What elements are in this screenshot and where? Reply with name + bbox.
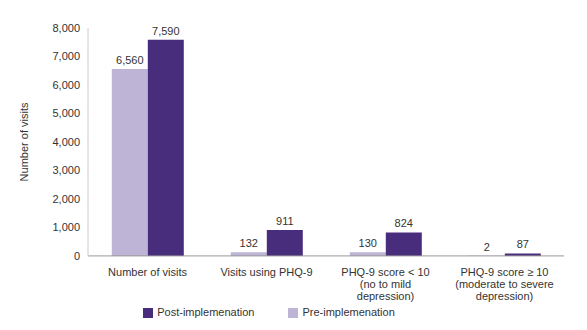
svg-text:824: 824 (395, 217, 413, 229)
svg-text:7,590: 7,590 (152, 25, 180, 37)
svg-text:1,000: 1,000 (52, 221, 80, 233)
svg-text:132: 132 (240, 237, 258, 249)
html-text:Post-implemenation: Post-implemenation (157, 305, 255, 318)
svg-text:87: 87 (517, 238, 529, 250)
svg-text:2: 2 (484, 241, 490, 253)
svg-text:3,000: 3,000 (52, 164, 80, 176)
svg-text:130: 130 (359, 237, 377, 249)
svg-text:6,000: 6,000 (52, 79, 80, 91)
svg-text:2,000: 2,000 (52, 193, 80, 205)
html-text:Pre-implemenation: Pre-implemenation (302, 305, 395, 318)
svg-text:PHQ-9 score ≥ 10(moderate to s: PHQ-9 score ≥ 10(moderate to severedepre… (455, 266, 553, 302)
svg-text:PHQ-9 score < 10(no to milddep: PHQ-9 score < 10(no to milddepression) (341, 266, 429, 302)
svg-text:Number of visits: Number of visits (18, 102, 30, 181)
svg-text:4,000: 4,000 (52, 136, 80, 148)
svg-text:7,000: 7,000 (52, 50, 80, 62)
svg-text:6,560: 6,560 (116, 54, 144, 66)
svg-text:5,000: 5,000 (52, 107, 80, 119)
svg-text:Visits using PHQ-9: Visits using PHQ-9 (220, 266, 312, 278)
svg-text:911: 911 (276, 215, 294, 227)
svg-text:0: 0 (74, 250, 80, 262)
svg-text:Number of visits: Number of visits (108, 266, 187, 278)
svg-text:8,000: 8,000 (52, 22, 80, 34)
